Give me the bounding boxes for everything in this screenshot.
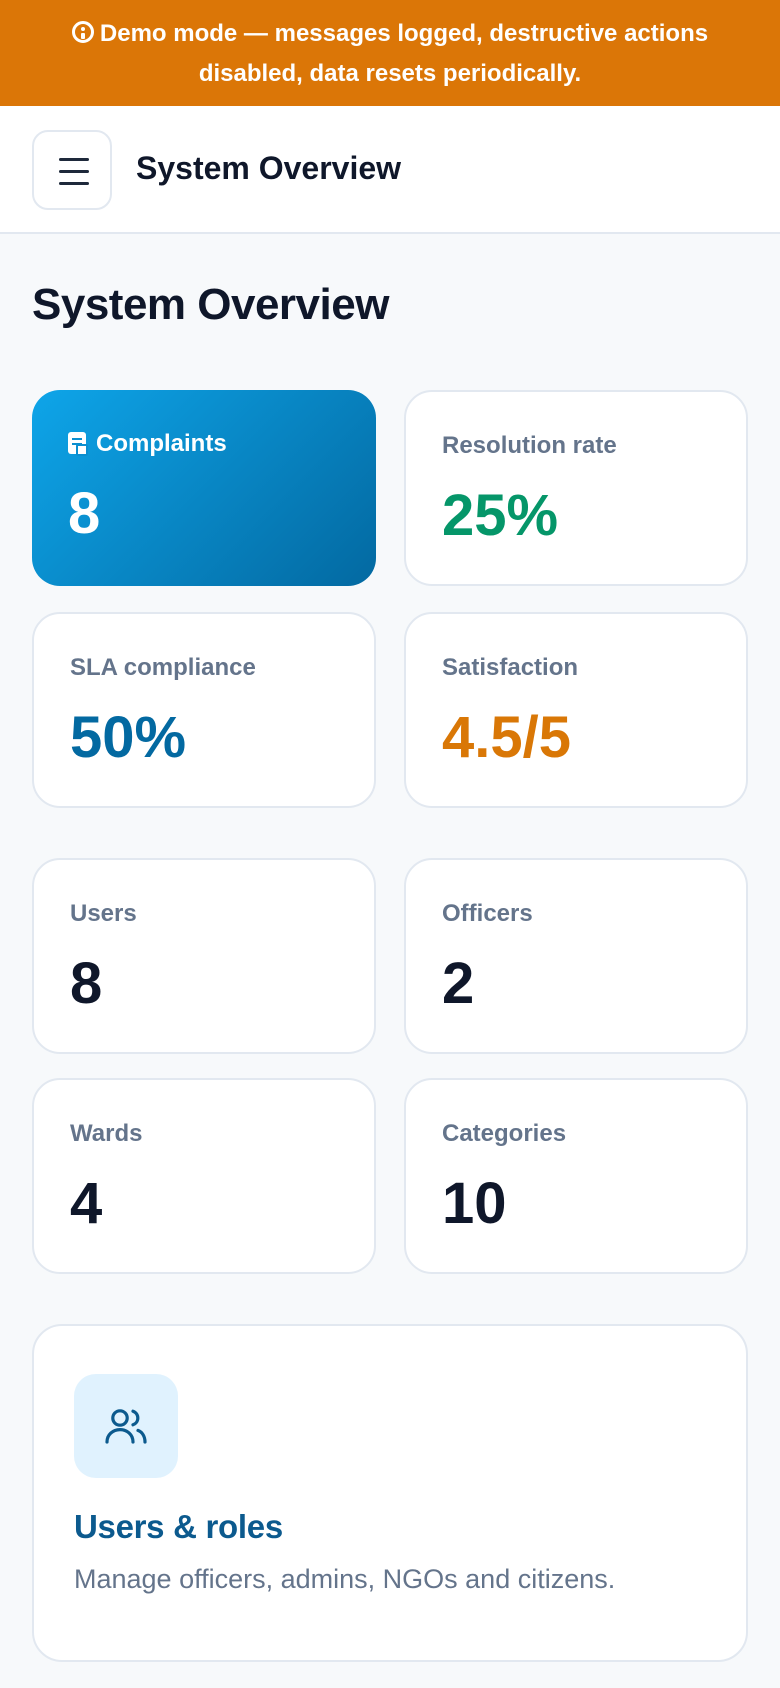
stat-card-complaints[interactable]: Complaints 8 (32, 390, 376, 586)
stat-card-resolution-rate: Resolution rate 25% (404, 390, 748, 586)
stat-label: SLA compliance (70, 654, 256, 681)
stat-label: Officers (442, 900, 533, 927)
menu-button[interactable] (32, 130, 112, 210)
stat-card-satisfaction: Satisfaction 4.5/5 (404, 612, 748, 808)
feature-title[interactable]: Users & roles (74, 1508, 283, 1545)
stat-value: 25% (442, 483, 559, 548)
stat-card-officers: Officers 2 (404, 858, 748, 1054)
info-icon (71, 21, 94, 43)
stat-value: 8 (68, 481, 101, 546)
stat-value: 50% (70, 705, 187, 770)
stat-value: 8 (70, 951, 103, 1016)
document-icon (68, 432, 88, 456)
top-header: System Overview (0, 106, 780, 234)
demo-mode-text: Demo mode — messages logged, destructive… (99, 20, 709, 87)
demo-mode-banner: Demo mode — messages logged, destructive… (0, 0, 780, 106)
users-roles-card[interactable]: Users & roles Manage officers, admins, N… (32, 1324, 748, 1662)
stat-label: Satisfaction (442, 654, 579, 681)
stat-value: 2 (442, 951, 475, 1016)
stat-label: Complaints (96, 430, 227, 457)
stat-card-categories: Categories 10 (404, 1078, 748, 1274)
stat-label: Categories (442, 1120, 567, 1147)
stat-value: 4.5/5 (442, 705, 571, 770)
feature-icon-tile (74, 1374, 178, 1478)
stat-card-sla-compliance: SLA compliance 50% (32, 612, 376, 808)
header-title: System Overview (136, 150, 402, 186)
stat-value: 4 (70, 1171, 103, 1236)
stat-card-users: Users 8 (32, 858, 376, 1054)
hamburger-menu-icon (59, 158, 89, 161)
page-title: System Overview (32, 280, 389, 329)
stat-value: 10 (442, 1171, 507, 1236)
users-icon (105, 1409, 147, 1444)
stat-label: Users (70, 900, 137, 927)
stat-card-wards: Wards 4 (32, 1078, 376, 1274)
stat-label: Resolution rate (442, 432, 617, 459)
stat-label: Wards (70, 1120, 143, 1147)
feature-description: Manage officers, admins, NGOs and citize… (74, 1564, 616, 1594)
